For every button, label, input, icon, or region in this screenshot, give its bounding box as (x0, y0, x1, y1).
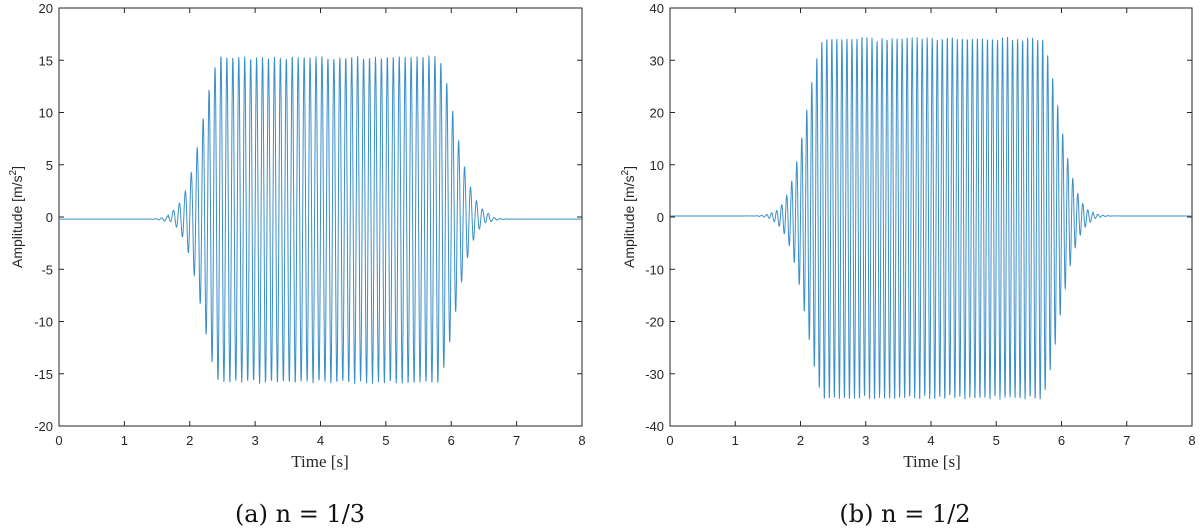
y-axis-label-a: Amplitude [m/s2] (8, 166, 25, 268)
y-tick-label: 40 (650, 1, 664, 16)
caption-a: (a) n = 1/3 (235, 500, 365, 528)
y-tick-label: -20 (34, 419, 53, 434)
x-tick-label: 3 (252, 433, 259, 448)
x-tick-label: 1 (121, 433, 128, 448)
x-tick-label: 8 (578, 433, 585, 448)
x-axis-label-b: Time [s] (903, 452, 960, 471)
y-tick-label: -20 (645, 315, 664, 330)
x-tick-label: 7 (1123, 433, 1130, 448)
y-tick-label: -5 (41, 262, 53, 277)
x-tick-label: 6 (448, 433, 455, 448)
y-tick-label: 10 (650, 158, 664, 173)
x-tick-labels-b: 0 1 2 3 4 5 6 7 8 (666, 433, 1195, 448)
x-tick-label: 3 (862, 433, 869, 448)
y-tick-label: -10 (645, 262, 664, 277)
y-tick-label: 20 (650, 106, 664, 121)
y-tick-label: 20 (39, 1, 53, 16)
y-tick-label: 0 (46, 210, 53, 225)
x-tick-labels-a: 0 1 2 3 4 5 6 7 8 (55, 433, 585, 448)
y-tick-label: 0 (657, 210, 664, 225)
y-tick-labels-b: -40 -30 -20 -10 0 10 20 30 40 (645, 1, 664, 434)
x-tick-label: 2 (797, 433, 804, 448)
x-tick-label: 7 (513, 433, 520, 448)
x-tick-label: 6 (1058, 433, 1065, 448)
y-tick-label: -30 (645, 367, 664, 382)
series-line-b (670, 37, 1193, 400)
y-axis-label-b: Amplitude [m/s2] (620, 166, 637, 268)
y-tick-label: 5 (46, 158, 53, 173)
y-tick-label: -10 (34, 315, 53, 330)
panel-a: 0 1 2 3 4 5 6 7 8 -20 -15 -10 -5 0 5 10 15 20 Time [s] A… (8, 1, 586, 528)
y-tick-label: 15 (39, 53, 53, 68)
x-tick-label: 4 (927, 433, 934, 448)
x-tick-label: 1 (732, 433, 739, 448)
x-tick-label: 8 (1188, 433, 1195, 448)
y-tick-label: 10 (39, 106, 53, 121)
y-tick-label: 30 (650, 53, 664, 68)
x-tick-label: 5 (382, 433, 389, 448)
panel-b: 0 1 2 3 4 5 6 7 8 -40 -30 -20 -10 0 10 20 30 40 Time [s]… (620, 1, 1196, 528)
x-tick-label: 0 (55, 433, 62, 448)
x-axis-label-a: Time [s] (291, 452, 348, 471)
tick-marks-a (58, 7, 583, 427)
series-line-a (59, 54, 582, 384)
y-tick-label: -40 (645, 419, 664, 434)
x-tick-label: 5 (993, 433, 1000, 448)
y-tick-label: -15 (34, 367, 53, 382)
x-tick-label: 2 (186, 433, 193, 448)
tick-marks-b (669, 7, 1193, 427)
y-tick-labels-a: -20 -15 -10 -5 0 5 10 15 20 (34, 1, 53, 434)
x-tick-label: 0 (666, 433, 673, 448)
x-tick-label: 4 (317, 433, 324, 448)
caption-b: (b) n = 1/2 (839, 500, 970, 528)
